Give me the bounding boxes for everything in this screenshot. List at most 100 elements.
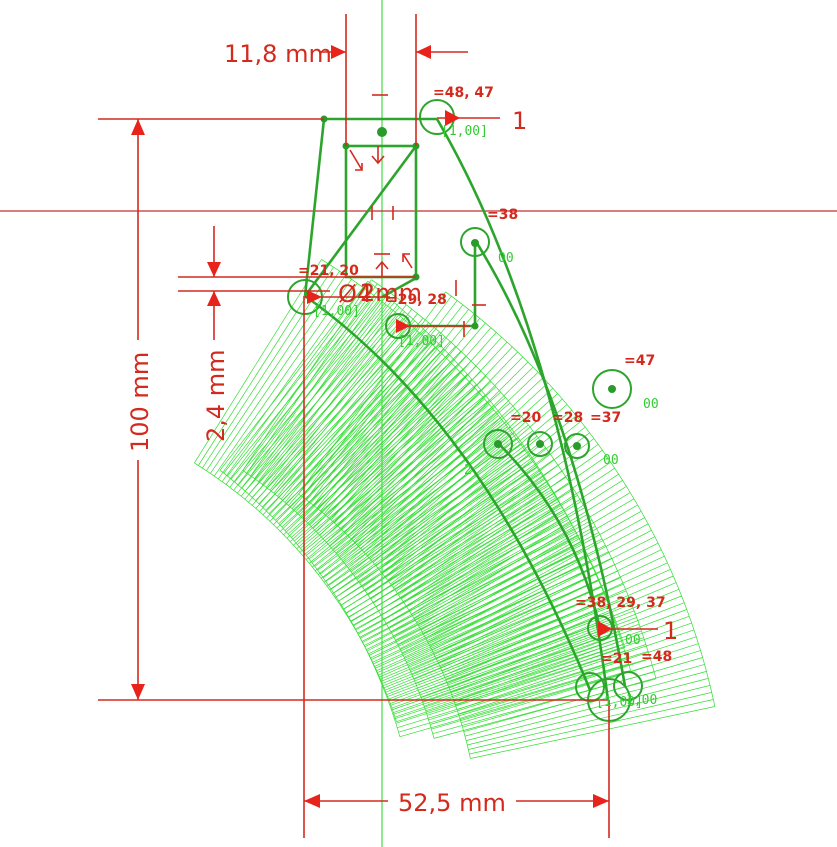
svg-text:[1,00]: [1,00]	[398, 334, 445, 349]
svg-text:[1,00]: [1,00]	[441, 124, 488, 139]
hatch-line	[229, 295, 375, 488]
hatch-line	[359, 524, 573, 638]
hatch-line	[289, 377, 466, 543]
dimension-width-top: 11,8 mm	[224, 40, 332, 68]
dimension-fragment: 2mm	[360, 279, 422, 307]
dimension-lines	[98, 14, 658, 838]
hatch-line	[448, 595, 682, 689]
hatch-line	[344, 351, 518, 533]
hatch-line	[323, 322, 486, 515]
hatch-line	[259, 332, 420, 512]
hatch-line	[313, 309, 469, 506]
hatch-line	[300, 394, 486, 549]
hatch-line	[337, 341, 508, 527]
svg-text:=48, 47: =48, 47	[433, 85, 494, 101]
hatch-line	[367, 464, 559, 596]
hatch-line	[276, 356, 446, 529]
hatch-line	[287, 374, 468, 535]
hatch-line	[427, 523, 649, 643]
hatch-line	[392, 637, 621, 715]
hatch-line	[241, 306, 400, 489]
svg-text:2: 2	[464, 463, 472, 478]
hatch-line	[394, 644, 623, 720]
hatch-line	[309, 304, 464, 503]
hatch-line	[355, 512, 566, 630]
svg-text:=38, 29, 37: =38, 29, 37	[575, 595, 666, 611]
dimension-diameter: Ø4	[338, 280, 372, 308]
point	[608, 385, 616, 393]
hatch-line	[258, 329, 425, 505]
hatch-line	[357, 372, 539, 546]
hatch-line	[262, 334, 430, 508]
svg-text:=29, 28: =29, 28	[386, 292, 447, 308]
hatch-line	[320, 432, 513, 579]
svg-text:00: 00	[498, 251, 514, 266]
hatch-line	[470, 706, 715, 759]
hatch-line	[377, 580, 599, 676]
dimension-labels[interactable]: 11,8 mm 100 mm 2,4 mm 52,5 mm 2mm Ø4	[126, 40, 506, 817]
point	[494, 440, 502, 448]
hatch-line	[330, 454, 531, 590]
hatch-line	[357, 518, 570, 634]
hatch-line	[373, 476, 567, 604]
hatch-boundary	[371, 279, 657, 679]
hatch-line	[219, 280, 369, 471]
hatch-line	[234, 298, 390, 483]
hatch-boundary	[242, 470, 435, 739]
svg-text:1,00: 1,00	[626, 693, 657, 708]
hatch-line	[320, 432, 515, 575]
hatch-line	[384, 605, 609, 693]
hatch-line	[338, 408, 516, 557]
hatch-line	[381, 415, 577, 574]
hatch-line	[447, 588, 680, 685]
hatch-line	[370, 470, 563, 600]
hatch-line	[316, 313, 475, 509]
hatch-line	[418, 498, 635, 627]
hatch-line	[368, 549, 585, 655]
hatch-line	[265, 339, 435, 511]
hatch-line	[390, 519, 593, 633]
hatch-line	[395, 444, 599, 592]
svg-text:[1,00]: [1,00]	[596, 695, 643, 710]
hatch-line	[425, 517, 645, 639]
arc-inner	[304, 294, 592, 691]
hatch-line	[369, 393, 558, 560]
hatch-line	[386, 611, 612, 698]
hatch-line	[366, 543, 582, 651]
hatch-line	[328, 449, 527, 586]
hatch-boundary	[445, 291, 716, 707]
svg-text:[1,00]: [1,00]	[313, 304, 360, 319]
hatch-line	[347, 424, 529, 569]
hatch-line	[317, 426, 511, 571]
hatch-line	[425, 637, 644, 712]
hatch-line	[379, 580, 600, 678]
hatch-line	[463, 664, 705, 733]
hatch-line	[416, 492, 631, 623]
hatch-line	[433, 678, 657, 739]
hatch-line	[391, 631, 619, 711]
point	[377, 127, 387, 137]
hatch-line	[431, 536, 655, 651]
point	[471, 239, 479, 247]
hatch-line	[194, 259, 322, 464]
hatch-line	[361, 530, 576, 642]
hatch-line	[322, 437, 519, 578]
hatch-line	[327, 327, 492, 518]
constraint-labels: =48, 47 =38 =21, 20 =29, 28 =47 =20 =28 …	[298, 85, 672, 667]
hatch-line	[341, 413, 520, 561]
hatch-line	[330, 332, 497, 521]
sketch-points[interactable]	[320, 115, 617, 451]
dimension-height: 100 mm	[126, 352, 154, 452]
hatch-line	[420, 504, 638, 631]
hatch-line	[336, 466, 538, 598]
hatch-line	[428, 650, 649, 721]
hatch-line	[398, 663, 629, 733]
hatch-line	[455, 622, 692, 706]
hatch-boundary	[219, 469, 401, 737]
hatch-line	[360, 522, 571, 639]
hatch-line	[223, 285, 374, 474]
hatch-line	[462, 657, 703, 728]
svg-text:=21, 20: =21, 20	[298, 263, 359, 279]
hatch-line	[337, 467, 538, 602]
